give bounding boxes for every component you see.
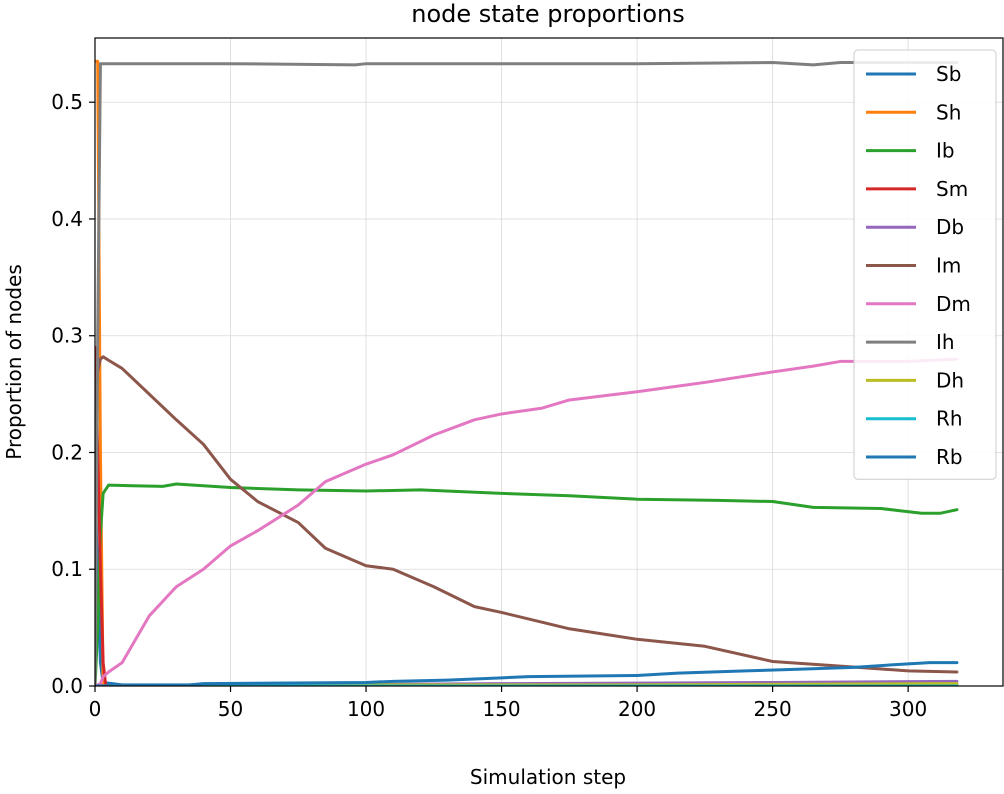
legend-label: Sb — [936, 62, 961, 86]
legend-label: Dm — [936, 292, 971, 316]
y-tick-label: 0.1 — [51, 557, 83, 581]
legend-label: Ib — [936, 139, 955, 163]
x-tick-label: 300 — [889, 697, 927, 721]
x-tick-label: 0 — [89, 697, 102, 721]
legend-label: Rh — [936, 407, 963, 431]
x-axis: 0 50 100 150 200 250 300 — [89, 686, 927, 721]
legend-label: Sh — [936, 100, 961, 124]
x-tick-label: 250 — [754, 697, 792, 721]
y-tick-label: 0.2 — [51, 440, 83, 464]
legend: Sb Sh Ib Sm Db Im Dm Ih Dh Rh Rb — [853, 49, 997, 480]
legend-label: Im — [936, 254, 961, 278]
y-tick-label: 0.5 — [51, 90, 83, 114]
series-line-ih — [95, 61, 959, 686]
legend-label: Db — [936, 215, 964, 239]
x-tick-label: 100 — [347, 697, 385, 721]
series-line-im — [95, 355, 959, 674]
chart-title: node state proportions — [411, 0, 684, 28]
y-axis-label: Proportion of nodes — [2, 264, 26, 460]
x-tick-label: 150 — [482, 697, 520, 721]
series-line-sh — [95, 59, 959, 686]
x-tick-label: 200 — [618, 697, 656, 721]
legend-label: Ih — [936, 330, 955, 354]
series-line-dm — [95, 357, 959, 686]
legend-label: Rb — [936, 445, 963, 469]
legend-box — [853, 49, 997, 480]
series-layer — [95, 59, 959, 686]
y-tick-label: 0.0 — [51, 674, 83, 698]
y-tick-label: 0.4 — [51, 207, 83, 231]
series-line-rb — [95, 661, 959, 686]
x-tick-label: 50 — [218, 697, 243, 721]
series-line-ib — [95, 482, 959, 686]
plot-frame — [94, 37, 1004, 687]
y-axis: 0.0 0.1 0.2 0.3 0.4 0.5 — [51, 90, 95, 698]
legend-label: Dh — [936, 368, 964, 392]
legend-label: Sm — [936, 177, 968, 201]
y-tick-label: 0.3 — [51, 324, 83, 348]
x-axis-label: Simulation step — [470, 765, 626, 789]
